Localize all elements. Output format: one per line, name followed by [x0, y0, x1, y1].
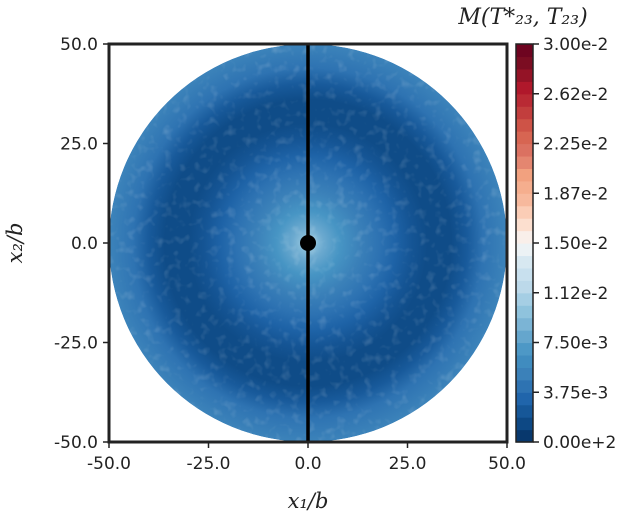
- x-tick-label: 50.0: [488, 454, 526, 474]
- x-tick-label: 0.0: [294, 454, 321, 474]
- colorbar-tick-label: 2.25e-2: [543, 135, 608, 155]
- x-tick-label: 25.0: [389, 454, 427, 474]
- colorbar-band: [516, 56, 533, 70]
- plot-area: [107, 42, 509, 444]
- colorbar-band: [516, 267, 533, 281]
- colorbar-band: [516, 404, 533, 418]
- colorbar-band: [516, 255, 533, 269]
- colorbar-band: [516, 292, 533, 306]
- colorbar-band: [516, 379, 533, 393]
- y-axis-label: x₂/b: [3, 223, 27, 264]
- colorbar-tick-label: 1.87e-2: [543, 184, 608, 204]
- colorbar-title: M(T*₂₃, T₂₃): [457, 5, 587, 30]
- colorbar-band: [516, 180, 533, 194]
- colorbar-ticks: 3.00e-2 2.62e-2 2.25e-2 1.87e-2 1.50e-2 1.12e…: [533, 35, 616, 453]
- colorbar-band: [516, 429, 533, 443]
- colorbar-tick-label: 0.00e+2: [543, 433, 616, 453]
- colorbar-band: [516, 106, 533, 120]
- colorbar-band: [516, 93, 533, 107]
- colorbar-band: [516, 280, 533, 294]
- colorbar-band: [516, 68, 533, 82]
- colorbar-band: [516, 367, 533, 381]
- colorbar: 3.00e-2 2.62e-2 2.25e-2 1.87e-2 1.50e-2 1.12e…: [457, 5, 616, 453]
- colorbar-band: [516, 118, 533, 132]
- colorbar-band: [516, 392, 533, 406]
- x-tick-label: -25.0: [187, 454, 231, 474]
- colorbar-tick-label: 2.62e-2: [543, 85, 608, 105]
- colorbar-tick-label: 7.50e-3: [543, 334, 608, 354]
- colorbar-band: [516, 168, 533, 182]
- y-tick-label: 25.0: [60, 135, 98, 155]
- y-tick-label: -50.0: [54, 433, 98, 453]
- colorbar-tick-label: 3.75e-3: [543, 383, 608, 403]
- colorbar-band: [516, 44, 533, 58]
- x-tick-label: -50.0: [87, 454, 131, 474]
- colorbar-band: [516, 131, 533, 145]
- x-axis: -50.0 -25.0 0.0 25.0 50.0: [87, 442, 526, 474]
- y-tick-label: -25.0: [54, 334, 98, 354]
- colorbar-tick-label: 1.50e-2: [543, 234, 608, 254]
- x-axis-label: x₁/b: [288, 489, 329, 513]
- y-tick-label: 0.0: [71, 234, 98, 254]
- colorbar-tick-label: 3.00e-2: [543, 35, 608, 55]
- colorbar-tick-label: 1.12e-2: [543, 284, 608, 304]
- colorbar-band: [516, 81, 533, 95]
- y-axis: 50.0 25.0 0.0 -25.0 -50.0: [54, 35, 109, 453]
- colorbar-band: [516, 305, 533, 319]
- colorbar-band: [516, 205, 533, 219]
- core-marker: [300, 235, 316, 251]
- colorbar-band: [516, 230, 533, 244]
- y-tick-label: 50.0: [60, 35, 98, 55]
- colorbar-band: [516, 143, 533, 157]
- colorbar-band: [516, 218, 533, 232]
- colorbar-band: [516, 354, 533, 368]
- colorbar-band: [516, 330, 533, 344]
- colorbar-band: [516, 193, 533, 207]
- colorbar-band: [516, 243, 533, 257]
- colorbar-band: [516, 342, 533, 356]
- colorbar-bands: [516, 44, 533, 443]
- colorbar-band: [516, 417, 533, 431]
- colorbar-band: [516, 155, 533, 169]
- colorbar-band: [516, 317, 533, 331]
